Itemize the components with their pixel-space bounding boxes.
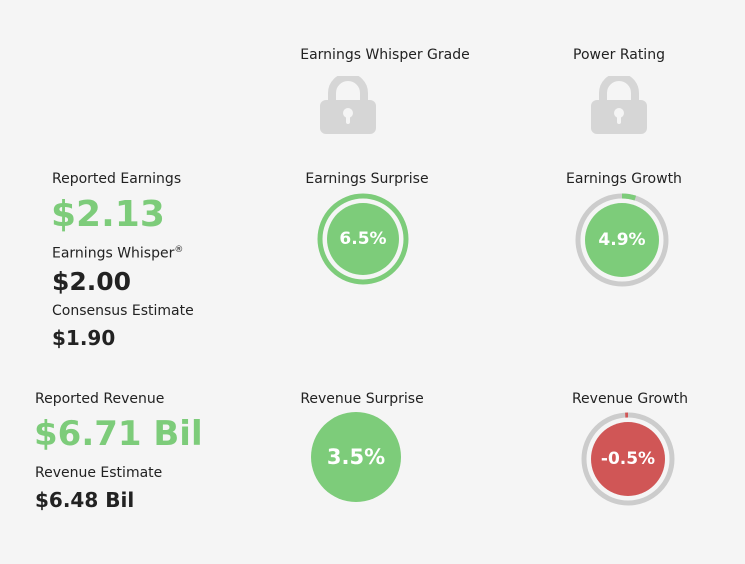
reported-earnings-label: Reported Earnings	[52, 171, 182, 187]
lock-icon	[591, 73, 647, 138]
earnings-whisper-text: Earnings Whisper	[52, 245, 175, 262]
revenue-surprise-label: Revenue Surprise	[300, 391, 424, 407]
earnings-growth-gauge: 4.9%	[575, 193, 669, 287]
revenue-growth-label: Revenue Growth	[571, 391, 689, 407]
revenue-estimate-value: $6.48 Bil	[35, 488, 135, 512]
revenue-growth-value: -0.5%	[600, 449, 656, 469]
reported-revenue-value: $6.71 Bil	[34, 414, 203, 454]
registered-mark: ®	[174, 245, 184, 255]
reported-earnings-value: $2.13	[51, 194, 165, 235]
reported-revenue-label: Reported Revenue	[35, 391, 165, 407]
whisper-grade-label: Earnings Whisper Grade	[300, 47, 470, 63]
revenue-growth-gauge: -0.5%	[581, 412, 675, 506]
revenue-surprise-value: 3.5%	[326, 445, 386, 469]
earnings-whisper-value: $2.00	[52, 267, 132, 296]
earnings-growth-value: 4.9%	[598, 230, 646, 250]
earnings-surprise-value: 6.5%	[339, 229, 387, 249]
earnings-surprise-gauge: 6.5%	[317, 193, 409, 285]
consensus-estimate-label: Consensus Estimate	[52, 303, 194, 319]
consensus-estimate-value: $1.90	[52, 326, 116, 350]
power-rating-label: Power Rating	[573, 47, 665, 63]
earnings-growth-arc	[621, 193, 637, 201]
earnings-growth-label: Earnings Growth	[566, 171, 682, 187]
earnings-surprise-label: Earnings Surprise	[305, 171, 429, 187]
lock-icon	[320, 73, 376, 138]
revenue-estimate-label: Revenue Estimate	[35, 465, 163, 481]
earnings-whisper-label: Earnings Whisper®	[52, 245, 183, 262]
revenue-surprise-gauge: 3.5%	[311, 412, 401, 502]
